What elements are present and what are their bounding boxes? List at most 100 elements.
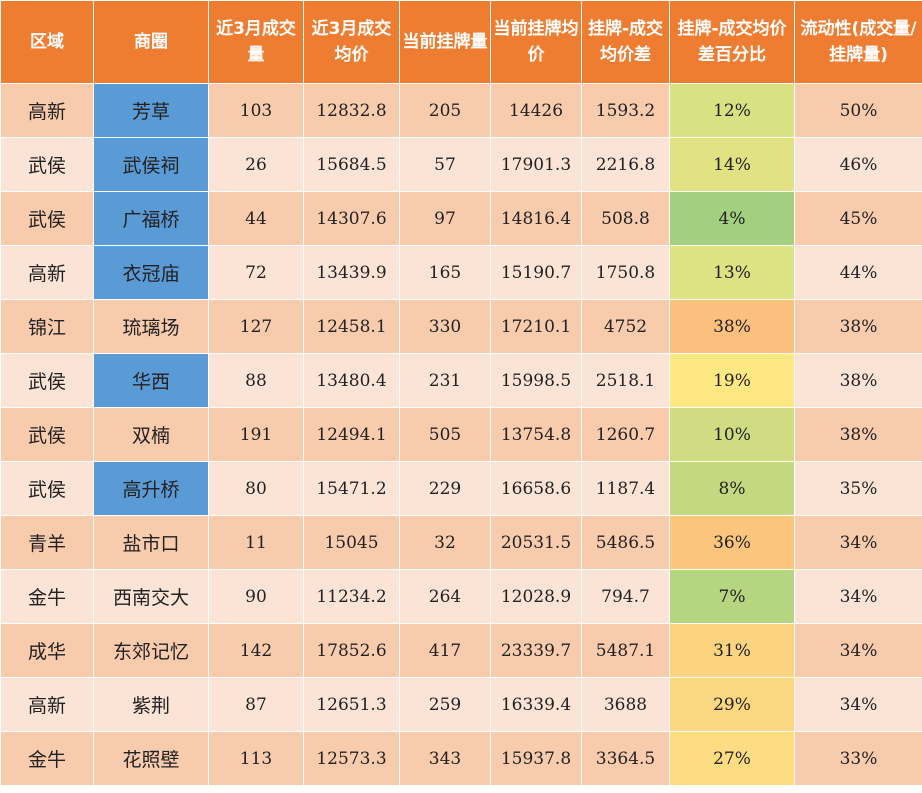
area-cell: 东郊记忆	[93, 623, 209, 678]
district-cell: 武侯	[0, 137, 94, 192]
district-cell: 高新	[0, 245, 94, 300]
deal-price-cell: 11234.2	[303, 569, 400, 624]
deal-price-cell: 14307.6	[303, 191, 400, 246]
table-header: 区域 商圈 近3月成交量 近3月成交均价 当前挂牌量 当前挂牌均价 挂牌-成交均…	[0, 0, 922, 84]
list-price-cell: 16339.4	[490, 677, 582, 732]
diff-pct-cell: 19%	[669, 353, 795, 408]
diff-pct-cell: 31%	[669, 623, 795, 678]
deal-price-cell: 12651.3	[303, 677, 400, 732]
area-cell: 花照壁	[93, 731, 209, 786]
header-area: 商圈	[93, 0, 209, 84]
area-cell: 广福桥	[93, 191, 209, 246]
table-row: 青羊 盐市口 11 15045 32 20531.5 5486.5 36% 34%	[0, 515, 922, 570]
district-cell: 高新	[0, 677, 94, 732]
diff-cell: 3364.5	[581, 731, 670, 786]
area-cell: 琉璃场	[93, 299, 209, 354]
listings-cell: 165	[399, 245, 491, 300]
diff-cell: 794.7	[581, 569, 670, 624]
diff-pct-cell: 8%	[669, 461, 795, 516]
header-district: 区域	[0, 0, 94, 84]
district-cell: 武侯	[0, 461, 94, 516]
deals-cell: 26	[208, 137, 304, 192]
header-deals: 近3月成交量	[208, 0, 304, 84]
area-cell: 华西	[93, 353, 209, 408]
listings-cell: 264	[399, 569, 491, 624]
table-row: 锦江 琉璃场 127 12458.1 330 17210.1 4752 38% 38%	[0, 299, 922, 354]
deals-cell: 90	[208, 569, 304, 624]
deal-price-cell: 12494.1	[303, 407, 400, 462]
diff-cell: 5487.1	[581, 623, 670, 678]
listings-cell: 97	[399, 191, 491, 246]
district-cell: 武侯	[0, 353, 94, 408]
table-row: 金牛 花照壁 113 12573.3 343 15937.8 3364.5 27% 33%	[0, 731, 922, 786]
header-list-price: 当前挂牌均价	[490, 0, 582, 84]
diff-pct-cell: 13%	[669, 245, 795, 300]
header-liquidity: 流动性(成交量/挂牌量)	[794, 0, 922, 84]
table-row: 高新 芳草 103 12832.8 205 14426 1593.2 12% 50%	[0, 83, 922, 138]
deals-cell: 127	[208, 299, 304, 354]
diff-cell: 5486.5	[581, 515, 670, 570]
deal-price-cell: 12573.3	[303, 731, 400, 786]
district-cell: 青羊	[0, 515, 94, 570]
listings-cell: 229	[399, 461, 491, 516]
listings-cell: 259	[399, 677, 491, 732]
table-row: 高新 紫荆 87 12651.3 259 16339.4 3688 29% 34%	[0, 677, 922, 732]
deals-cell: 44	[208, 191, 304, 246]
diff-cell: 3688	[581, 677, 670, 732]
list-price-cell: 23339.7	[490, 623, 582, 678]
list-price-cell: 12028.9	[490, 569, 582, 624]
deals-cell: 113	[208, 731, 304, 786]
deals-cell: 87	[208, 677, 304, 732]
liquidity-cell: 38%	[794, 407, 922, 462]
diff-pct-cell: 14%	[669, 137, 795, 192]
deal-price-cell: 12458.1	[303, 299, 400, 354]
liquidity-cell: 38%	[794, 353, 922, 408]
diff-cell: 2216.8	[581, 137, 670, 192]
liquidity-cell: 44%	[794, 245, 922, 300]
liquidity-cell: 38%	[794, 299, 922, 354]
liquidity-cell: 50%	[794, 83, 922, 138]
district-cell: 金牛	[0, 569, 94, 624]
deals-cell: 72	[208, 245, 304, 300]
header-deal-price: 近3月成交均价	[303, 0, 400, 84]
liquidity-cell: 34%	[794, 569, 922, 624]
header-diff: 挂牌-成交均价差	[581, 0, 670, 84]
deal-price-cell: 15684.5	[303, 137, 400, 192]
table-body: 高新 芳草 103 12832.8 205 14426 1593.2 12% 50% 武侯 武侯祠 2…	[0, 83, 922, 786]
area-cell: 武侯祠	[93, 137, 209, 192]
district-cell: 高新	[0, 83, 94, 138]
table-row: 武侯 高升桥 80 15471.2 229 16658.6 1187.4 8% 35%	[0, 461, 922, 516]
liquidity-cell: 34%	[794, 623, 922, 678]
table-row: 武侯 双楠 191 12494.1 505 13754.8 1260.7 10% 38%	[0, 407, 922, 462]
diff-cell: 1750.8	[581, 245, 670, 300]
listings-cell: 205	[399, 83, 491, 138]
listings-cell: 231	[399, 353, 491, 408]
list-price-cell: 14816.4	[490, 191, 582, 246]
header-diff-pct: 挂牌-成交均价差百分比	[669, 0, 795, 84]
area-cell: 高升桥	[93, 461, 209, 516]
deal-price-cell: 15471.2	[303, 461, 400, 516]
table-row: 高新 衣冠庙 72 13439.9 165 15190.7 1750.8 13% 44%	[0, 245, 922, 300]
list-price-cell: 15937.8	[490, 731, 582, 786]
deals-cell: 103	[208, 83, 304, 138]
district-cell: 武侯	[0, 407, 94, 462]
area-cell: 衣冠庙	[93, 245, 209, 300]
district-cell: 金牛	[0, 731, 94, 786]
district-cell: 锦江	[0, 299, 94, 354]
diff-cell: 508.8	[581, 191, 670, 246]
area-cell: 芳草	[93, 83, 209, 138]
liquidity-cell: 46%	[794, 137, 922, 192]
table-row: 成华 东郊记忆 142 17852.6 417 23339.7 5487.1 31% 34%	[0, 623, 922, 678]
diff-pct-cell: 7%	[669, 569, 795, 624]
diff-cell: 1187.4	[581, 461, 670, 516]
listings-cell: 417	[399, 623, 491, 678]
diff-pct-cell: 38%	[669, 299, 795, 354]
listings-cell: 57	[399, 137, 491, 192]
deals-cell: 191	[208, 407, 304, 462]
table-row: 武侯 华西 88 13480.4 231 15998.5 2518.1 19% 38%	[0, 353, 922, 408]
area-cell: 盐市口	[93, 515, 209, 570]
deal-price-cell: 17852.6	[303, 623, 400, 678]
deal-price-cell: 15045	[303, 515, 400, 570]
liquidity-cell: 33%	[794, 731, 922, 786]
diff-pct-cell: 10%	[669, 407, 795, 462]
